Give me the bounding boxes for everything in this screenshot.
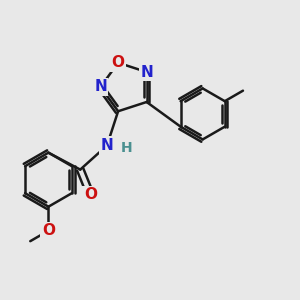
Text: N: N (140, 64, 153, 80)
Text: N: N (100, 138, 113, 153)
Text: N: N (94, 80, 107, 94)
Text: O: O (112, 55, 124, 70)
Text: O: O (42, 223, 55, 238)
Text: H: H (121, 142, 132, 155)
Text: O: O (84, 187, 97, 202)
